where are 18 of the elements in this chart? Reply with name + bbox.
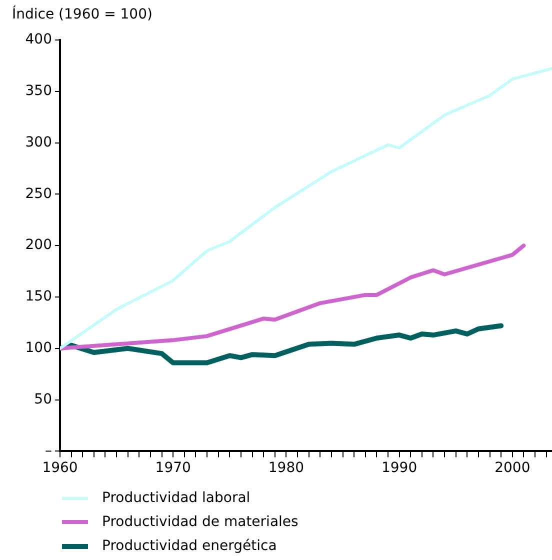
x-tick-label: 1990	[381, 460, 418, 476]
y-tick-label: –	[45, 442, 52, 459]
y-tick-label: 300	[25, 134, 52, 150]
y-tick-label: 100	[25, 340, 52, 356]
y-tick-label: 50	[34, 391, 52, 408]
legend-label: Productividad de materiales	[102, 514, 298, 530]
x-tick-label: 1980	[268, 460, 304, 476]
y-tick-label: 150	[25, 288, 52, 305]
x-tick-label: 1970	[155, 460, 191, 476]
x-tick-label: 2000	[494, 460, 530, 476]
y-tick-label: 350	[25, 83, 52, 100]
y-axis-title: Índice (1960 = 100)	[12, 6, 152, 23]
y-tick-label: 250	[25, 186, 52, 202]
legend-label: Productividad energética	[102, 538, 277, 554]
y-tick-label: 200	[25, 237, 52, 254]
x-tick-label: 1960	[42, 460, 78, 476]
y-tick-label: 400	[25, 32, 52, 48]
legend-label: Productividad laboral	[102, 490, 250, 506]
